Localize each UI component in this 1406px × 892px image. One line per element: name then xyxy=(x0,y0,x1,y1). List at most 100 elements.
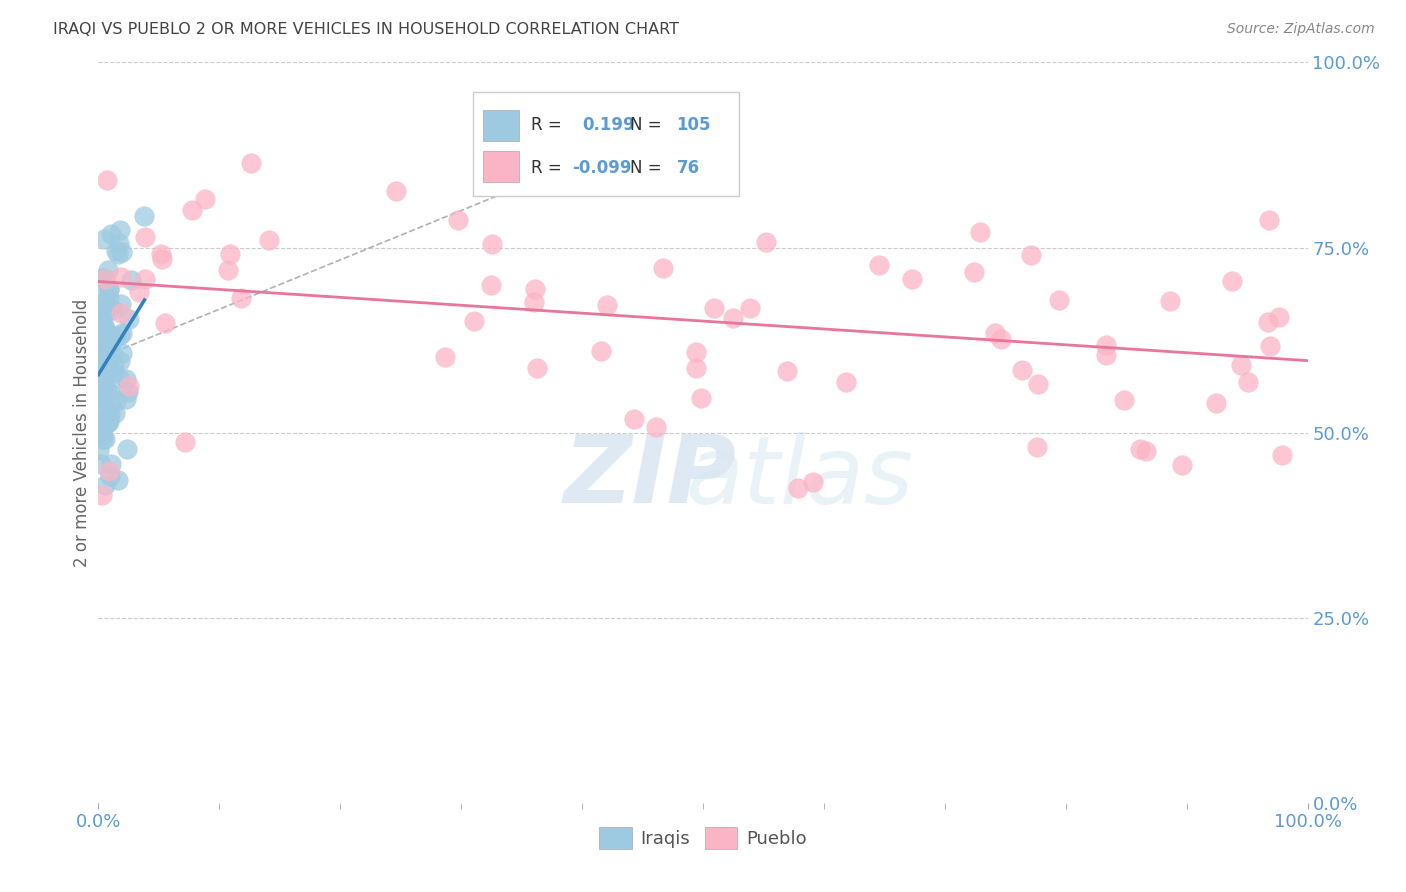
Point xyxy=(616,151,638,165)
Point xyxy=(91,415,114,429)
Point xyxy=(118,311,141,326)
Text: Source: ZipAtlas.com: Source: ZipAtlas.com xyxy=(1227,22,1375,37)
Point xyxy=(120,273,142,287)
Point xyxy=(98,469,121,483)
Point xyxy=(384,184,406,198)
Point xyxy=(107,246,129,260)
Point xyxy=(97,301,120,316)
Point xyxy=(90,412,112,426)
Legend: Iraqis, Pueblo: Iraqis, Pueblo xyxy=(592,821,814,856)
Point xyxy=(91,334,114,349)
Point xyxy=(93,272,115,286)
Point xyxy=(93,232,115,246)
Point xyxy=(96,384,118,398)
Text: ZIP: ZIP xyxy=(564,431,737,523)
Point xyxy=(94,432,117,446)
Point xyxy=(217,263,239,277)
Text: atlas: atlas xyxy=(685,432,912,523)
Point xyxy=(149,246,172,260)
Y-axis label: 2 or more Vehicles in Household: 2 or more Vehicles in Household xyxy=(73,299,91,566)
Point xyxy=(101,347,124,361)
Point xyxy=(173,435,195,450)
Point xyxy=(1258,213,1281,227)
Point xyxy=(97,349,120,363)
Point xyxy=(90,353,112,368)
Point xyxy=(589,344,612,359)
Point xyxy=(901,272,924,286)
Point xyxy=(107,473,129,487)
Point xyxy=(93,318,115,332)
Point xyxy=(91,403,114,417)
Point xyxy=(128,285,150,299)
Point xyxy=(91,432,114,446)
Point xyxy=(1220,274,1243,288)
Point xyxy=(103,406,125,420)
Point xyxy=(110,306,132,320)
Point xyxy=(91,386,114,401)
Point xyxy=(94,303,117,318)
Point xyxy=(89,339,111,353)
Text: -0.099: -0.099 xyxy=(572,159,631,177)
Point xyxy=(90,321,112,335)
Point xyxy=(775,364,797,378)
Point xyxy=(98,291,121,305)
Point xyxy=(111,244,134,259)
Point xyxy=(87,443,110,458)
Point xyxy=(984,326,1007,341)
Point xyxy=(219,247,242,261)
Point xyxy=(1095,337,1118,351)
Point xyxy=(672,107,695,121)
Point xyxy=(685,344,707,359)
Point xyxy=(108,223,131,237)
Point xyxy=(990,332,1012,346)
Point xyxy=(93,335,115,350)
Point xyxy=(1025,441,1047,455)
Point xyxy=(104,331,127,345)
Point xyxy=(1011,363,1033,377)
Point xyxy=(1135,444,1157,458)
Point xyxy=(94,334,117,349)
Point xyxy=(91,379,114,393)
Point xyxy=(834,376,856,390)
FancyBboxPatch shape xyxy=(482,110,519,141)
Point xyxy=(1229,358,1251,372)
Point xyxy=(117,379,139,393)
Point xyxy=(94,321,117,335)
Point xyxy=(257,233,280,247)
Point xyxy=(689,392,711,406)
Point xyxy=(89,367,111,381)
Point xyxy=(91,425,114,440)
Text: R =: R = xyxy=(531,159,567,177)
Point xyxy=(101,303,124,318)
Point xyxy=(111,345,134,359)
Point xyxy=(596,298,619,312)
Point xyxy=(526,361,548,376)
FancyBboxPatch shape xyxy=(474,92,740,195)
Point xyxy=(90,391,112,405)
Point xyxy=(111,326,134,340)
Point xyxy=(98,407,121,421)
FancyBboxPatch shape xyxy=(482,152,519,182)
Point xyxy=(1258,339,1281,353)
Point xyxy=(108,235,131,250)
Point xyxy=(1171,458,1194,472)
Point xyxy=(803,475,825,490)
Point xyxy=(103,366,125,380)
Point xyxy=(479,277,502,292)
Point xyxy=(740,301,762,316)
Point xyxy=(98,464,121,478)
Point xyxy=(153,316,176,330)
Point xyxy=(94,478,117,492)
Point xyxy=(93,410,115,425)
Point xyxy=(1047,293,1070,308)
Point xyxy=(93,295,115,310)
Point xyxy=(1257,315,1279,329)
Point xyxy=(96,417,118,432)
Point xyxy=(94,401,117,415)
Point xyxy=(1159,294,1181,309)
Point xyxy=(194,193,217,207)
Point xyxy=(94,355,117,369)
Point xyxy=(229,291,252,305)
Point xyxy=(110,270,132,285)
Point xyxy=(108,354,131,368)
